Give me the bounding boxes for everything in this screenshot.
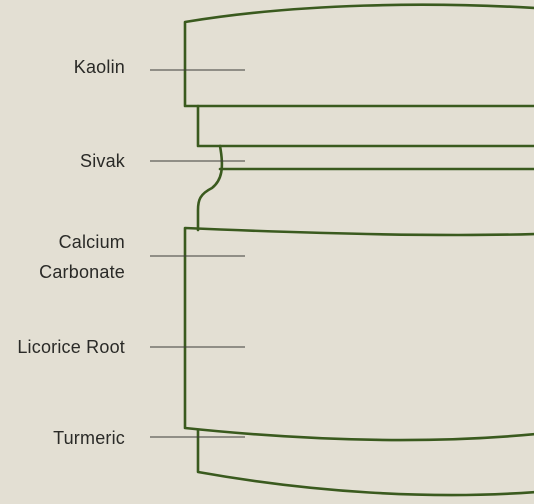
body-outline (183, 226, 534, 442)
neck-band-outline (196, 104, 534, 148)
licorice-root-label: Licorice Root (17, 337, 125, 357)
calcium-carbonate-label-line1: Calcium (58, 232, 125, 252)
lid-outline (183, 3, 534, 108)
base-outline (196, 428, 534, 497)
shoulder-outline (196, 144, 224, 232)
kaolin-label: Kaolin (73, 57, 125, 77)
calcium-carbonate-label-line2: Carbonate (39, 262, 125, 282)
turmeric-label: Turmeric (53, 428, 125, 448)
sivak-label: Sivak (79, 151, 125, 171)
